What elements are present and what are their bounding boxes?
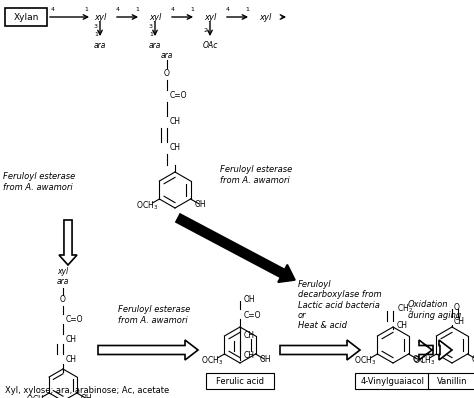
Text: ara: ara — [149, 41, 161, 50]
Text: CH: CH — [66, 355, 77, 363]
Text: OH: OH — [244, 295, 255, 304]
Polygon shape — [280, 340, 360, 360]
Text: CH: CH — [244, 351, 255, 359]
Text: O: O — [164, 70, 170, 78]
Text: Xyl, xylose; ara, arabinose; Ac, acetate: Xyl, xylose; ara, arabinose; Ac, acetate — [5, 386, 169, 395]
Text: Oxidation
during aging: Oxidation during aging — [408, 300, 461, 320]
Bar — [356, 373, 430, 389]
Polygon shape — [439, 340, 452, 360]
Text: Feruloyl esterase
from A. awamori: Feruloyl esterase from A. awamori — [118, 305, 190, 325]
Text: ara: ara — [57, 277, 69, 287]
Text: C=O: C=O — [170, 92, 188, 101]
Text: CH: CH — [397, 320, 408, 330]
Text: xyl: xyl — [149, 12, 161, 21]
Text: ara: ara — [94, 41, 106, 50]
Bar — [206, 373, 274, 389]
Text: 3: 3 — [149, 25, 153, 29]
Text: OCH$_3$: OCH$_3$ — [413, 355, 435, 367]
Text: O: O — [60, 295, 66, 304]
Polygon shape — [419, 340, 433, 360]
Text: C=O: C=O — [66, 314, 83, 324]
Text: 1: 1 — [94, 33, 98, 37]
Text: CH: CH — [454, 318, 465, 326]
Text: ara: ara — [161, 51, 173, 59]
Text: Feruloyl
decarboxylase from
Lactic acid bacteria
or
Heat & acid: Feruloyl decarboxylase from Lactic acid … — [298, 280, 382, 330]
Text: OCH$_3$: OCH$_3$ — [136, 200, 158, 212]
Text: 1: 1 — [149, 33, 153, 37]
Text: 4: 4 — [171, 7, 175, 12]
Bar — [428, 373, 474, 389]
Polygon shape — [98, 340, 198, 360]
Text: OH: OH — [194, 200, 206, 209]
Text: CH: CH — [170, 117, 181, 127]
Text: Feruloyl esterase
from A. awamori: Feruloyl esterase from A. awamori — [3, 172, 75, 192]
Text: Xylan: Xylan — [13, 12, 39, 21]
Text: 1: 1 — [135, 7, 139, 12]
Bar — [5, 8, 47, 26]
Text: Vanillin: Vanillin — [437, 377, 467, 386]
Text: 1: 1 — [190, 7, 194, 12]
Text: Ferulic acid: Ferulic acid — [216, 377, 264, 386]
Text: xyl: xyl — [94, 12, 106, 21]
Text: 4-Vinylguaiacol: 4-Vinylguaiacol — [361, 377, 425, 386]
Text: OH: OH — [412, 355, 424, 364]
Text: C=O: C=O — [244, 310, 262, 320]
Text: 1: 1 — [84, 7, 88, 12]
Text: OCH$_3$: OCH$_3$ — [354, 355, 376, 367]
Text: xyl: xyl — [57, 267, 69, 277]
Text: OH: OH — [471, 355, 474, 364]
Text: 4: 4 — [226, 7, 230, 12]
Text: 3: 3 — [94, 25, 98, 29]
Text: xyl: xyl — [259, 12, 271, 21]
Text: 1: 1 — [245, 7, 249, 12]
Polygon shape — [176, 214, 295, 282]
Text: CH: CH — [170, 144, 181, 152]
Text: CH: CH — [244, 332, 255, 341]
Text: OCH$_3$: OCH$_3$ — [26, 394, 48, 398]
Text: xyl: xyl — [204, 12, 216, 21]
Polygon shape — [59, 220, 77, 265]
Text: OAc: OAc — [202, 41, 218, 50]
Text: O: O — [454, 302, 460, 312]
Text: 2: 2 — [204, 29, 208, 33]
Text: OH: OH — [259, 355, 271, 364]
Text: CH$_2$: CH$_2$ — [397, 303, 413, 315]
Text: OH: OH — [81, 394, 92, 398]
Text: OCH$_3$: OCH$_3$ — [201, 355, 223, 367]
Text: 4: 4 — [51, 7, 55, 12]
Text: Feruloyl esterase
from A. awamori: Feruloyl esterase from A. awamori — [220, 165, 292, 185]
Text: 4: 4 — [116, 7, 120, 12]
Text: CH: CH — [66, 334, 77, 343]
